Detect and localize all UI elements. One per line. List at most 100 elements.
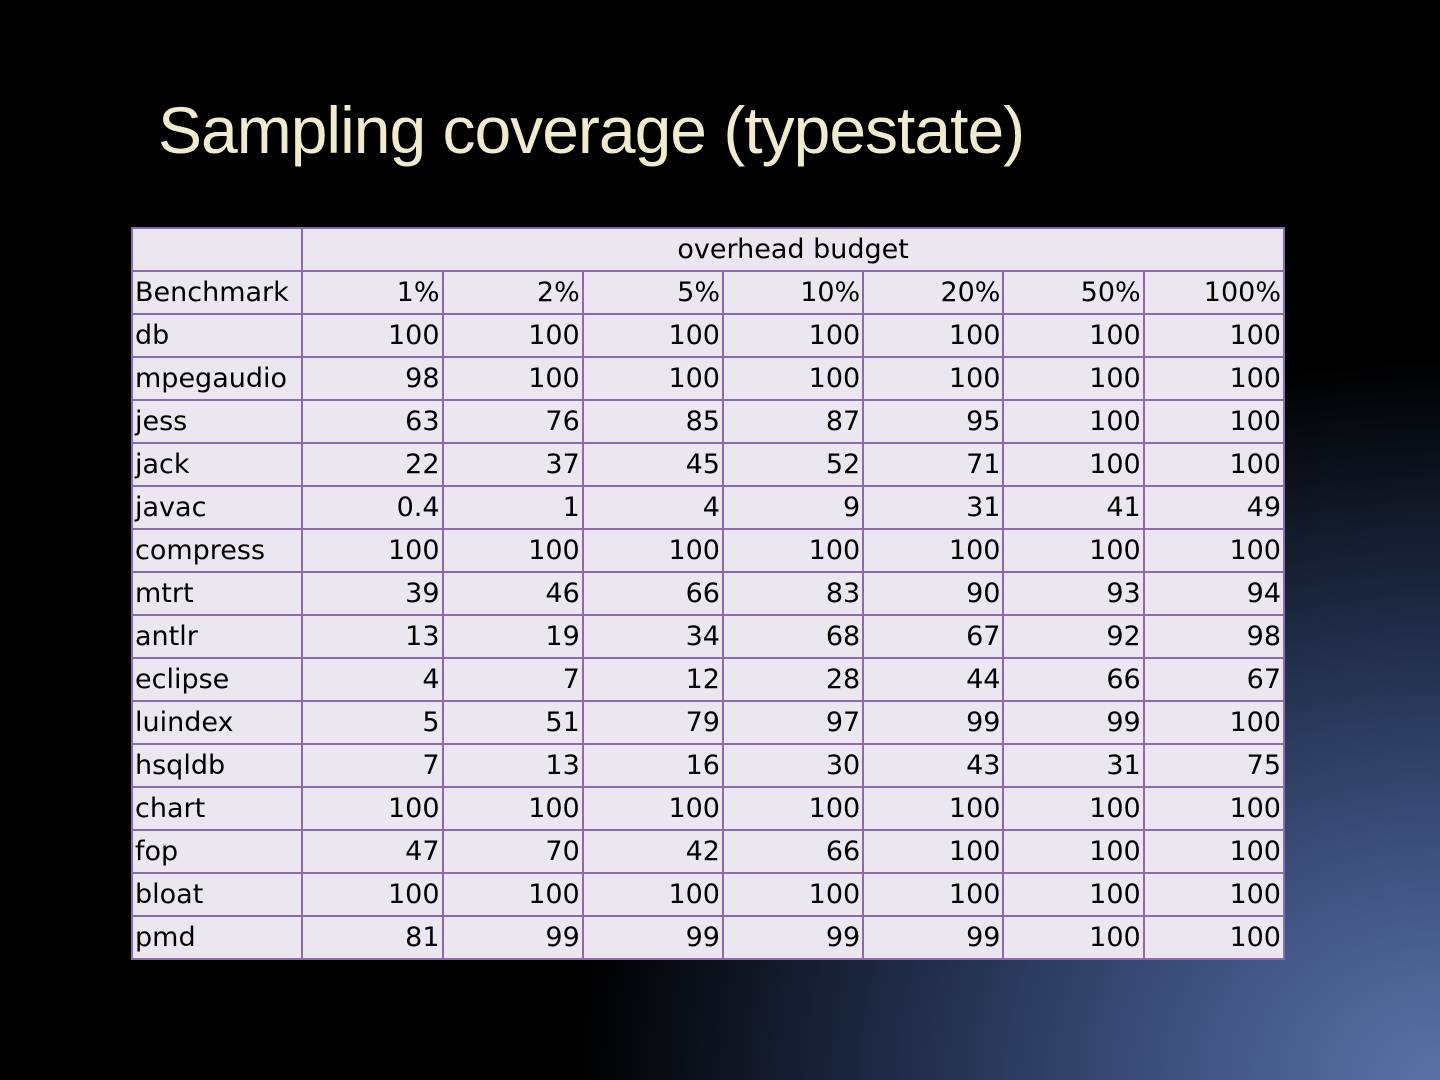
coverage-value-cell: 100 xyxy=(1002,313,1145,358)
coverage-value-cell: 46 xyxy=(441,571,584,616)
coverage-value-cell: 93 xyxy=(1002,571,1145,616)
benchmark-name-cell: mpegaudio xyxy=(130,356,304,401)
coverage-value-cell: 31 xyxy=(1002,743,1145,788)
coverage-value-cell: 100 xyxy=(1142,528,1286,573)
coverage-value-cell: 100 xyxy=(862,829,1005,874)
coverage-value-cell: 100 xyxy=(1142,399,1286,444)
coverage-value-cell: 37 xyxy=(441,442,584,487)
benchmark-name-cell: db xyxy=(130,313,304,358)
coverage-value-cell: 100 xyxy=(441,872,584,917)
coverage-value-cell: 100 xyxy=(721,786,865,831)
table-row: mtrt 39 46 66 83 90 93 94 xyxy=(130,571,1286,616)
benchmark-name-cell: bloat xyxy=(130,872,304,917)
coverage-value-cell: 95 xyxy=(862,399,1005,444)
coverage-value-cell: 13 xyxy=(301,614,444,659)
coverage-value-cell: 100 xyxy=(1142,313,1286,358)
coverage-value-cell: 100 xyxy=(1142,786,1286,831)
coverage-value-cell: 100 xyxy=(581,872,724,917)
coverage-value-cell: 100 xyxy=(1142,915,1286,960)
table-row: mpegaudio 98 100 100 100 100 100 100 xyxy=(130,356,1286,401)
coverage-value-cell: 66 xyxy=(581,571,724,616)
table-row: compress 100 100 100 100 100 100 100 xyxy=(130,528,1286,573)
corner-cell xyxy=(130,227,304,272)
coverage-value-cell: 100 xyxy=(721,872,865,917)
coverage-value-cell: 100 xyxy=(862,356,1005,401)
table-row: eclipse 4 7 12 28 44 66 67 xyxy=(130,657,1286,702)
coverage-value-cell: 63 xyxy=(301,399,444,444)
coverage-value-cell: 7 xyxy=(301,743,444,788)
table-row: pmd 81 99 99 99 99 100 100 xyxy=(130,915,1286,960)
coverage-value-cell: 0.4 xyxy=(301,485,444,530)
coverage-value-cell: 22 xyxy=(301,442,444,487)
coverage-value-cell: 100 xyxy=(441,528,584,573)
coverage-value-cell: 70 xyxy=(441,829,584,874)
coverage-value-cell: 4 xyxy=(581,485,724,530)
coverage-value-cell: 81 xyxy=(301,915,444,960)
coverage-value-cell: 1 xyxy=(441,485,584,530)
coverage-value-cell: 100 xyxy=(1002,829,1145,874)
column-header: 50% xyxy=(1002,270,1145,315)
table-row: javac 0.4 1 4 9 31 41 49 xyxy=(130,485,1286,530)
coverage-value-cell: 100 xyxy=(862,786,1005,831)
coverage-value-cell: 100 xyxy=(581,313,724,358)
coverage-value-cell: 100 xyxy=(301,528,444,573)
coverage-value-cell: 87 xyxy=(721,399,865,444)
coverage-value-cell: 100 xyxy=(721,528,865,573)
coverage-value-cell: 97 xyxy=(721,700,865,745)
coverage-value-cell: 100 xyxy=(1002,442,1145,487)
coverage-value-cell: 90 xyxy=(862,571,1005,616)
benchmark-name-cell: mtrt xyxy=(130,571,304,616)
coverage-value-cell: 100 xyxy=(301,313,444,358)
coverage-value-cell: 67 xyxy=(1142,657,1286,702)
column-header: 1% xyxy=(301,270,444,315)
coverage-value-cell: 94 xyxy=(1142,571,1286,616)
coverage-value-cell: 12 xyxy=(581,657,724,702)
table-row: luindex 5 51 79 97 99 99 100 xyxy=(130,700,1286,745)
coverage-value-cell: 100 xyxy=(862,872,1005,917)
coverage-value-cell: 75 xyxy=(1142,743,1286,788)
column-header: 2% xyxy=(441,270,584,315)
table-row: db 100 100 100 100 100 100 100 xyxy=(130,313,1286,358)
benchmark-name-cell: fop xyxy=(130,829,304,874)
benchmark-name-cell: hsqldb xyxy=(130,743,304,788)
coverage-value-cell: 45 xyxy=(581,442,724,487)
column-header: 100% xyxy=(1142,270,1286,315)
coverage-value-cell: 13 xyxy=(441,743,584,788)
column-header-row: Benchmark 1% 2% 5% 10% 20% 50% 100% xyxy=(130,270,1286,315)
coverage-value-cell: 7 xyxy=(441,657,584,702)
coverage-value-cell: 99 xyxy=(721,915,865,960)
coverage-value-cell: 79 xyxy=(581,700,724,745)
coverage-value-cell: 100 xyxy=(1142,700,1286,745)
coverage-value-cell: 16 xyxy=(581,743,724,788)
table-row: chart 100 100 100 100 100 100 100 xyxy=(130,786,1286,831)
coverage-value-cell: 43 xyxy=(862,743,1005,788)
coverage-value-cell: 83 xyxy=(721,571,865,616)
coverage-value-cell: 100 xyxy=(1142,442,1286,487)
benchmark-name-cell: compress xyxy=(130,528,304,573)
table-row: bloat 100 100 100 100 100 100 100 xyxy=(130,872,1286,917)
coverage-value-cell: 100 xyxy=(1142,829,1286,874)
table-row: jack 22 37 45 52 71 100 100 xyxy=(130,442,1286,487)
coverage-value-cell: 39 xyxy=(301,571,444,616)
coverage-value-cell: 99 xyxy=(441,915,584,960)
overhead-budget-header: overhead budget xyxy=(301,227,1285,272)
coverage-value-cell: 51 xyxy=(441,700,584,745)
coverage-value-cell: 31 xyxy=(862,485,1005,530)
coverage-value-cell: 44 xyxy=(862,657,1005,702)
benchmark-name-cell: jess xyxy=(130,399,304,444)
benchmark-column-header: Benchmark xyxy=(130,270,304,315)
coverage-value-cell: 100 xyxy=(721,313,865,358)
coverage-value-cell: 34 xyxy=(581,614,724,659)
coverage-value-cell: 47 xyxy=(301,829,444,874)
coverage-value-cell: 100 xyxy=(1142,872,1286,917)
coverage-value-cell: 100 xyxy=(1002,915,1145,960)
coverage-table-container: overhead budget Benchmark 1% 2% 5% 10% 2… xyxy=(130,227,1286,960)
coverage-value-cell: 99 xyxy=(862,700,1005,745)
coverage-value-cell: 28 xyxy=(721,657,865,702)
coverage-value-cell: 5 xyxy=(301,700,444,745)
coverage-value-cell: 98 xyxy=(301,356,444,401)
column-header: 20% xyxy=(862,270,1005,315)
coverage-value-cell: 100 xyxy=(862,313,1005,358)
coverage-value-cell: 85 xyxy=(581,399,724,444)
group-header-row: overhead budget xyxy=(130,227,1285,272)
